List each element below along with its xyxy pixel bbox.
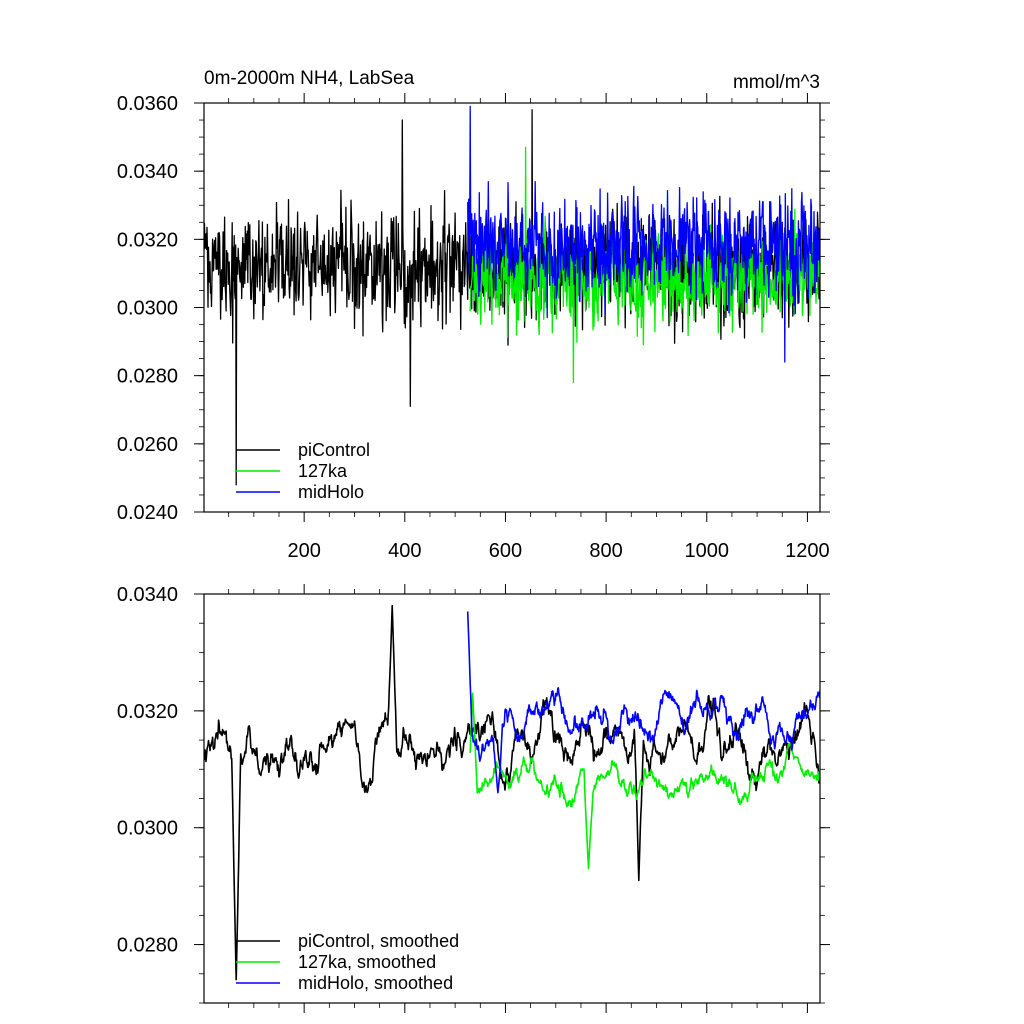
series-group (204, 105, 820, 486)
y-tick-label: 0.0280 (117, 935, 178, 957)
x-tick-label: 1200 (785, 540, 830, 562)
x-tick-label: 600 (489, 540, 522, 562)
y-tick-label: 0.0260 (117, 434, 178, 456)
y-tick-label: 0.0300 (117, 818, 178, 840)
series-line-picontrol (204, 604, 820, 981)
bottom-panel: 0.0280 0.0300 0.0320 0.0340 piControl, smoot… (117, 584, 830, 1013)
legend-label: piControl (298, 440, 370, 460)
y-tick-label: 0.0320 (117, 229, 178, 251)
top-panel: 0m-2000m NH4, LabSea mmol/m^3 0.0240 0.02… (117, 68, 830, 562)
y-tick-label: 0.0340 (117, 584, 178, 606)
legend-label: piControl, smoothed (298, 931, 459, 951)
legend-label: midHolo, smoothed (298, 973, 453, 993)
x-tick-label: 800 (589, 540, 622, 562)
series-line-127ka (469, 146, 820, 384)
y-tick-label: 0.0280 (117, 366, 178, 388)
series-group (204, 604, 820, 981)
y-tick-label: 0.0300 (117, 298, 178, 320)
y-tick-label: 0.0240 (117, 502, 178, 524)
legend-label: 127ka (298, 461, 348, 481)
chart-units: mmol/m^3 (733, 72, 820, 93)
legend-label: 127ka, smoothed (298, 952, 436, 972)
y-tick-label: 0.0320 (117, 701, 178, 723)
series-line-midholo (466, 611, 820, 794)
y-tick-label: 0.0340 (117, 161, 178, 183)
series-line-midholo (467, 105, 820, 363)
chart-title: 0m-2000m NH4, LabSea (204, 68, 415, 89)
legend-label: midHolo (298, 482, 364, 502)
x-tick-label: 400 (388, 540, 421, 562)
x-tick-label: 200 (287, 540, 320, 562)
series-line-127ka (469, 692, 820, 870)
y-tick-label: 0.0360 (117, 93, 178, 115)
x-tick-label: 1000 (685, 540, 730, 562)
